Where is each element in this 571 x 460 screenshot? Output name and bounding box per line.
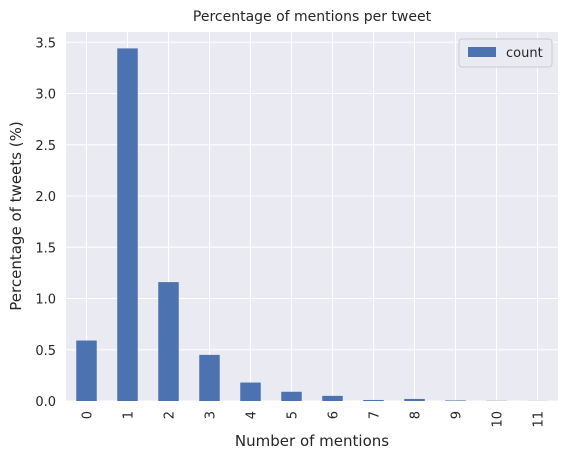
y-tick-label: 1.0 (35, 293, 56, 308)
bar-4 (240, 382, 261, 401)
grid-lines-horizontal (66, 41, 558, 402)
legend-label: count (506, 46, 543, 61)
y-tick-label: 3.0 (35, 88, 56, 103)
x-tick-label: 7 (368, 411, 383, 419)
y-tick-labels: 0.0 0.5 1.0 1.5 2.0 2.5 3.0 3.5 (35, 36, 56, 410)
x-tick-labels: 0 1 2 3 4 5 6 7 8 9 10 11 (81, 411, 547, 428)
x-tick-label: 5 (286, 411, 301, 419)
x-tick-label: 6 (327, 411, 342, 419)
x-tick-label: 2 (163, 411, 178, 419)
x-tick-label: 3 (204, 411, 219, 419)
bar-2 (158, 282, 179, 401)
y-tick-label: 0.5 (35, 344, 56, 359)
x-tick-label: 1 (122, 411, 137, 419)
y-tick-label: 3.5 (35, 36, 56, 51)
x-axis-label: Number of mentions (235, 432, 389, 450)
legend: count (458, 38, 553, 68)
grid-lines-vertical (86, 32, 538, 401)
x-tick-label: 11 (532, 411, 547, 428)
bar-7 (363, 399, 384, 401)
y-tick-label: 2.5 (35, 139, 56, 154)
bar-3 (199, 354, 220, 401)
legend-swatch (468, 47, 496, 57)
bar-9 (445, 400, 466, 401)
plot-background (66, 32, 558, 401)
bars-group (76, 48, 548, 402)
x-tick-label: 0 (81, 411, 96, 419)
chart-title: Percentage of mentions per tweet (193, 9, 432, 25)
bar-0 (76, 340, 97, 401)
y-axis-label: Percentage of tweets (%) (7, 121, 25, 310)
x-tick-label: 10 (491, 411, 506, 428)
bar-5 (281, 391, 302, 401)
x-tick-label: 8 (409, 411, 424, 419)
y-tick-label: 2.0 (35, 190, 56, 205)
bar-1 (117, 48, 138, 402)
y-tick-label: 1.5 (35, 241, 56, 256)
bar-8 (404, 398, 425, 401)
x-tick-label: 4 (245, 411, 260, 419)
bar-6 (322, 395, 343, 401)
x-tick-label: 9 (450, 411, 465, 419)
legend-box (458, 38, 553, 68)
y-tick-label: 0.0 (35, 395, 56, 410)
